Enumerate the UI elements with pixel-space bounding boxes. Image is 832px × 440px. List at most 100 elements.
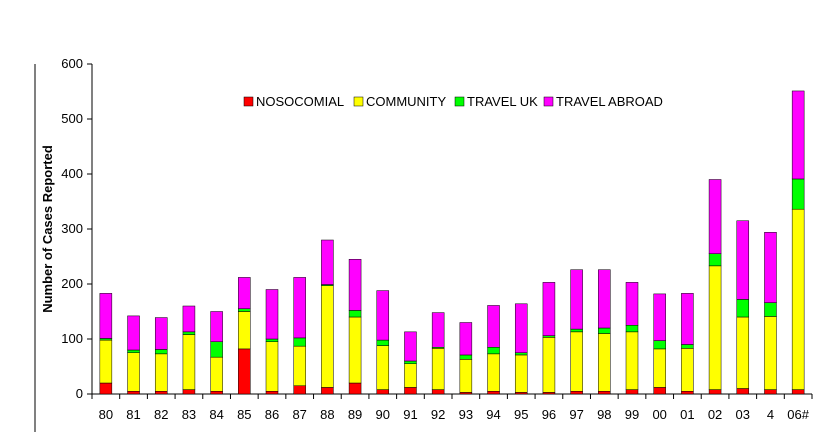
bar-travel-uk-97 — [570, 328, 583, 333]
x-tick-label: 96 — [542, 407, 556, 422]
bar-nosocomial-03 — [736, 388, 750, 395]
bar-travel-abroad-03 — [736, 220, 750, 300]
bar-community-92 — [431, 348, 445, 390]
y-tick-label: 400 — [61, 166, 83, 181]
bar-travel-abroad-88 — [321, 239, 334, 285]
bar-travel-abroad-87 — [293, 277, 306, 339]
bar-travel-uk-4 — [764, 302, 777, 317]
bar-nosocomial-85 — [238, 348, 251, 395]
legend-label: COMMUNITY — [366, 94, 446, 109]
bar-community-96 — [542, 337, 556, 393]
bar-community-00 — [653, 348, 666, 388]
bar-community-83 — [182, 334, 196, 390]
bar-travel-abroad-92 — [431, 312, 445, 348]
bar-nosocomial-06# — [791, 389, 805, 395]
x-tick-label: 88 — [320, 407, 334, 422]
bar-nosocomial-4 — [764, 389, 777, 395]
bar-travel-abroad-99 — [625, 282, 639, 326]
bar-travel-abroad-94 — [487, 305, 500, 348]
bar-nosocomial-91 — [404, 387, 417, 395]
bar-travel-uk-93 — [459, 354, 473, 360]
x-tick-label: 95 — [514, 407, 528, 422]
bar-travel-uk-91 — [404, 360, 417, 364]
x-tick-label: 93 — [459, 407, 473, 422]
bar-community-88 — [321, 285, 334, 388]
x-axis-ticks: 80 81 82 83 84 85 86 87 88 89 90 91 92 93 94 95 96 97 98 99… — [91, 394, 813, 422]
bar-community-95 — [514, 354, 528, 393]
x-tick-label: 94 — [486, 407, 500, 422]
bar-travel-uk-98 — [598, 327, 611, 334]
bar-travel-uk-95 — [514, 352, 528, 356]
x-tick-label: 89 — [348, 407, 362, 422]
x-tick-label: 4 — [767, 407, 774, 422]
legend-label: NOSOCOMIAL — [256, 94, 344, 109]
bar-nosocomial-80 — [99, 382, 113, 395]
legend-label: TRAVEL UK — [467, 94, 538, 109]
bar-travel-abroad-85 — [238, 277, 251, 309]
bar-nosocomial-98 — [598, 391, 611, 395]
bar-travel-abroad-4 — [764, 232, 777, 303]
y-tick-label: 600 — [61, 56, 83, 71]
bar-travel-uk-94 — [487, 347, 500, 355]
bar-travel-uk-90 — [376, 339, 390, 346]
bar-community-86 — [265, 341, 279, 392]
bar-community-4 — [764, 316, 777, 390]
x-tick-label: 02 — [708, 407, 722, 422]
bar-community-01 — [681, 348, 694, 392]
bar-community-85 — [238, 311, 251, 350]
bar-travel-uk-83 — [182, 331, 196, 335]
bar-travel-abroad-00 — [653, 293, 666, 341]
y-tick-label: 300 — [61, 221, 83, 236]
bar-community-03 — [736, 316, 750, 389]
bar-travel-abroad-89 — [348, 259, 362, 311]
x-tick-label: 97 — [569, 407, 583, 422]
x-tick-label: 91 — [403, 407, 417, 422]
bar-community-98 — [598, 333, 611, 392]
bar-travel-uk-82 — [154, 349, 168, 355]
bar-nosocomial-84 — [210, 391, 223, 395]
bar-community-90 — [376, 345, 390, 390]
bar-community-99 — [625, 331, 639, 390]
bar-travel-abroad-93 — [459, 322, 473, 356]
bar-travel-uk-06# — [791, 178, 805, 210]
x-tick-label: 01 — [680, 407, 694, 422]
y-tick-label: 0 — [76, 386, 83, 401]
bar-community-94 — [487, 353, 500, 392]
bar-travel-abroad-80 — [99, 293, 113, 339]
bar-travel-abroad-97 — [570, 269, 583, 330]
bar-travel-uk-02 — [708, 253, 722, 267]
bar-travel-uk-85 — [238, 308, 251, 312]
bar-travel-abroad-91 — [404, 331, 417, 362]
bar-nosocomial-99 — [625, 389, 639, 395]
x-tick-label: 00 — [652, 407, 666, 422]
bar-nosocomial-97 — [570, 391, 583, 395]
bar-nosocomial-92 — [431, 389, 445, 395]
bar-nosocomial-86 — [265, 391, 279, 395]
bar-travel-abroad-82 — [154, 317, 168, 350]
y-axis-ticks: 0 100 200 300 400 500 600 — [61, 56, 92, 401]
bar-travel-uk-00 — [653, 340, 666, 350]
bar-travel-uk-87 — [293, 337, 306, 347]
x-tick-label: 83 — [182, 407, 196, 422]
x-tick-label: 81 — [126, 407, 140, 422]
legend-swatch-community — [353, 96, 364, 107]
x-tick-label: 85 — [237, 407, 251, 422]
x-tick-label: 99 — [625, 407, 639, 422]
bar-nosocomial-88 — [321, 387, 334, 395]
bar-travel-abroad-83 — [182, 305, 196, 333]
bar-travel-abroad-01 — [681, 293, 694, 345]
bar-travel-uk-99 — [625, 325, 639, 333]
x-tick-label: 90 — [376, 407, 390, 422]
bar-community-80 — [99, 339, 113, 384]
bar-travel-abroad-98 — [598, 269, 611, 329]
x-tick-label: 84 — [209, 407, 223, 422]
bars — [99, 90, 805, 395]
bar-nosocomial-89 — [348, 382, 362, 395]
bar-travel-uk-86 — [265, 338, 279, 342]
bar-travel-abroad-81 — [127, 315, 140, 351]
bar-community-06# — [791, 208, 805, 390]
bar-nosocomial-94 — [487, 391, 500, 395]
legend-box — [236, 91, 668, 113]
bar-travel-abroad-02 — [708, 179, 722, 254]
